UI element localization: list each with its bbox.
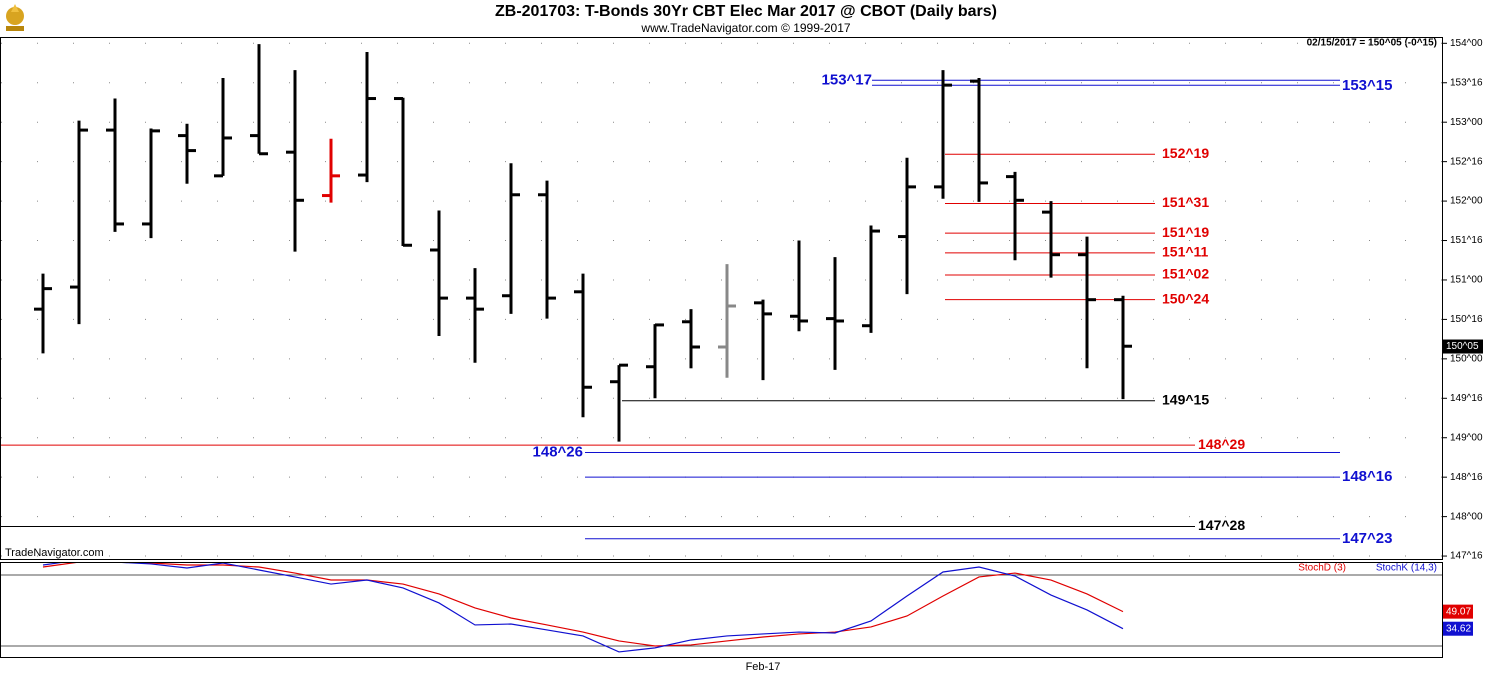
level-label: 152^19 [1162, 145, 1209, 161]
level-label: 151^11 [1162, 244, 1209, 260]
last-price-badge [1443, 339, 1483, 354]
y-tick-label: 152^00 [1450, 196, 1483, 207]
level-label: 151^31 [1162, 194, 1209, 210]
y-tick-label: 153^16 [1450, 77, 1483, 88]
level-label: 148^26 [533, 443, 583, 460]
x-tick-label: Feb-17 [746, 661, 781, 673]
stoch-panel [0, 562, 1443, 658]
legend-entry: StochD (3) [1298, 563, 1346, 574]
y-tick-label: 148^16 [1450, 472, 1483, 483]
legend-entry: StochK (14,3) [1376, 563, 1437, 574]
y-tick-label: 149^00 [1450, 432, 1483, 443]
level-label: 149^15 [1162, 391, 1209, 407]
price-panel [0, 37, 1443, 560]
y-tick-label: 147^16 [1450, 551, 1483, 562]
y-tick-label: 150^16 [1450, 314, 1483, 325]
level-label: 151^02 [1162, 266, 1209, 282]
stoch-lines [1, 563, 1442, 653]
level-label: 147^28 [1198, 517, 1245, 533]
stoch-line [42, 563, 1124, 653]
logo [6, 4, 24, 31]
y-tick-label: 148^00 [1450, 511, 1483, 522]
header-note: 02/15/2017 = 150^05 (-0^15) [1307, 38, 1437, 49]
y-tick-label: 154^00 [1450, 38, 1483, 49]
level-label: 151^19 [1162, 224, 1209, 240]
level-label: 148^29 [1198, 436, 1245, 452]
level-label: 153^15 [1342, 77, 1392, 94]
level-label: 147^23 [1342, 530, 1392, 547]
y-tick-label: 151^16 [1450, 235, 1483, 246]
value-label: 49.07 [1446, 606, 1471, 617]
value-badge [1443, 604, 1473, 619]
level-label: 153^17 [822, 71, 872, 88]
value-badge [1443, 621, 1473, 636]
y-tick-label: 150^00 [1450, 353, 1483, 364]
y-tick-label: 149^16 [1450, 393, 1483, 404]
level-label: 150^24 [1162, 290, 1209, 306]
y-tick-label: 152^16 [1450, 156, 1483, 167]
level-label: 148^16 [1342, 468, 1392, 485]
y-tick-label: 153^00 [1450, 117, 1483, 128]
watermark: TradeNavigator.com [5, 547, 104, 559]
chart-title: ZB-201703: T-Bonds 30Yr CBT Elec Mar 201… [495, 3, 997, 20]
stoch-line [42, 563, 1124, 647]
last-price-label: 150^05 [1446, 341, 1479, 352]
chart-subtitle: www.TradeNavigator.com © 1999-2017 [640, 21, 850, 35]
y-tick-label: 151^00 [1450, 275, 1483, 286]
value-label: 34.62 [1446, 623, 1471, 634]
